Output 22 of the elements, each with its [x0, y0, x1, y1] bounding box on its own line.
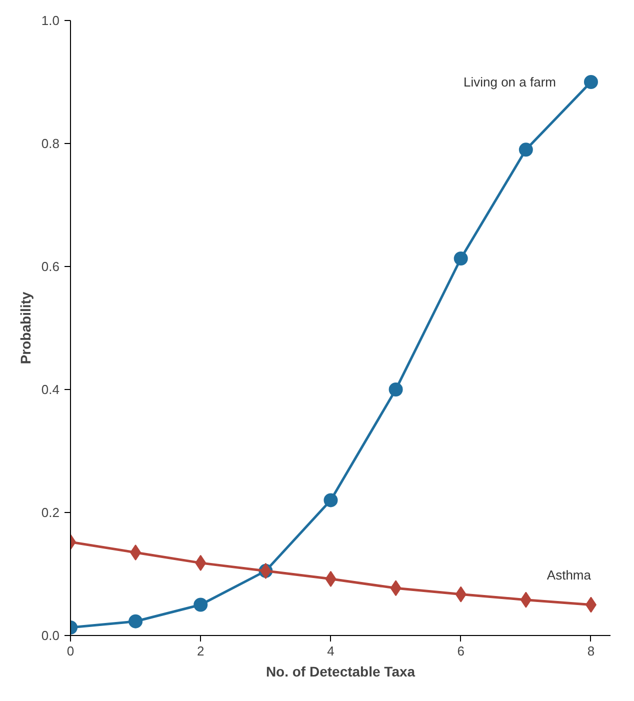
point	[128, 614, 143, 628]
y-tick-label: 0.4	[41, 382, 60, 397]
point	[324, 493, 338, 508]
series-label: Asthma	[546, 567, 592, 582]
y-tick-label: 0.6	[41, 259, 60, 274]
x-tick-label: 8	[587, 644, 595, 658]
y-tick-label: 0.0	[41, 628, 60, 643]
point	[388, 382, 403, 396]
x-tick-label: 2	[197, 644, 204, 658]
x-tick-label: 6	[457, 644, 464, 658]
x-tick-label: 4	[327, 644, 334, 658]
series-label: Living on a farm	[463, 74, 556, 90]
x-axis-title: No. of Detectable Taxa	[266, 664, 416, 680]
y-axis-title: Probability	[17, 292, 34, 364]
x-tick-label: 0	[66, 644, 74, 658]
point	[518, 142, 533, 157]
point	[454, 252, 468, 266]
y-tick-label: 0.8	[41, 136, 60, 151]
point	[584, 75, 598, 89]
point	[194, 598, 208, 612]
y-tick-label: 0.2	[41, 505, 60, 520]
y-tick-label: 1.0	[41, 13, 60, 28]
